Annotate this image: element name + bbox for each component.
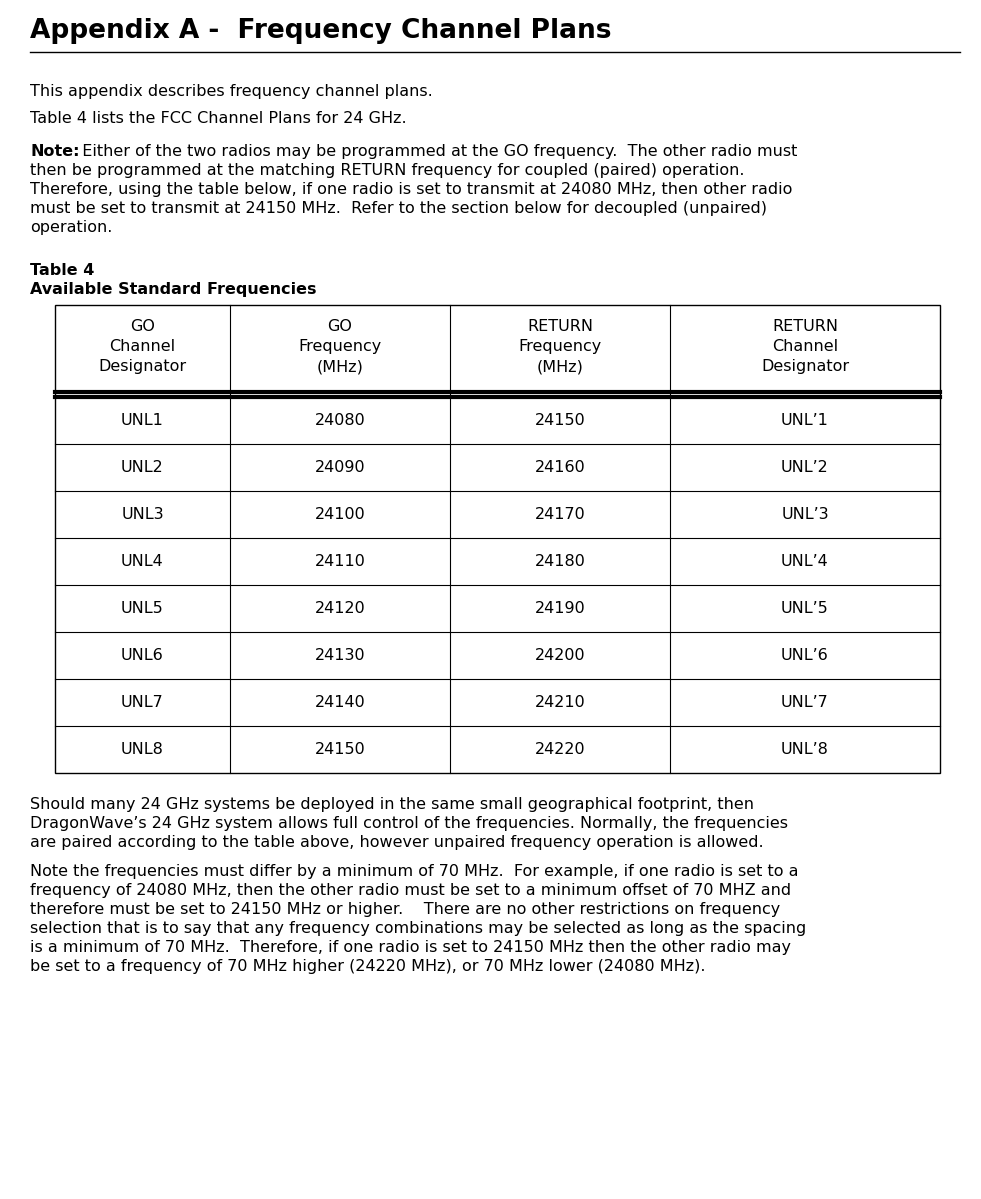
Text: Therefore, using the table below, if one radio is set to transmit at 24080 MHz, : Therefore, using the table below, if one… bbox=[30, 182, 793, 197]
Text: must be set to transmit at 24150 MHz.  Refer to the section below for decoupled : must be set to transmit at 24150 MHz. Re… bbox=[30, 201, 767, 216]
Text: 24120: 24120 bbox=[315, 601, 365, 616]
Text: UNL’5: UNL’5 bbox=[781, 601, 829, 616]
Text: UNL’8: UNL’8 bbox=[781, 742, 829, 757]
Text: UNL’1: UNL’1 bbox=[781, 412, 829, 428]
Text: Channel: Channel bbox=[110, 339, 176, 354]
Text: UNL’7: UNL’7 bbox=[781, 695, 829, 710]
Text: This appendix describes frequency channel plans.: This appendix describes frequency channe… bbox=[30, 84, 433, 100]
Text: therefore must be set to 24150 MHz or higher.    There are no other restrictions: therefore must be set to 24150 MHz or hi… bbox=[30, 902, 780, 917]
Text: UNL8: UNL8 bbox=[121, 742, 164, 757]
Text: 24150: 24150 bbox=[315, 742, 365, 757]
Text: (MHz): (MHz) bbox=[537, 359, 584, 374]
Text: frequency of 24080 MHz, then the other radio must be set to a minimum offset of : frequency of 24080 MHz, then the other r… bbox=[30, 882, 791, 898]
Text: Table 4: Table 4 bbox=[30, 263, 94, 278]
Text: Frequency: Frequency bbox=[298, 339, 382, 354]
Text: Appendix A -  Frequency Channel Plans: Appendix A - Frequency Channel Plans bbox=[30, 18, 611, 44]
Text: (MHz): (MHz) bbox=[317, 359, 363, 374]
Text: Frequency: Frequency bbox=[518, 339, 601, 354]
Text: Designator: Designator bbox=[761, 359, 850, 374]
Text: GO: GO bbox=[328, 319, 352, 335]
Text: 24220: 24220 bbox=[535, 742, 586, 757]
Text: UNL’4: UNL’4 bbox=[781, 554, 829, 570]
Text: UNL’2: UNL’2 bbox=[781, 460, 829, 475]
Bar bbox=[55, 305, 940, 773]
Text: 24210: 24210 bbox=[535, 695, 586, 710]
Text: Note the frequencies must differ by a minimum of 70 MHz.  For example, if one ra: Note the frequencies must differ by a mi… bbox=[30, 864, 799, 879]
Text: UNL4: UNL4 bbox=[121, 554, 164, 570]
Text: is a minimum of 70 MHz.  Therefore, if one radio is set to 24150 MHz then the ot: is a minimum of 70 MHz. Therefore, if on… bbox=[30, 940, 791, 954]
Text: Note:: Note: bbox=[30, 144, 79, 159]
Text: UNL’3: UNL’3 bbox=[781, 507, 829, 522]
Text: 24170: 24170 bbox=[535, 507, 586, 522]
Text: 24140: 24140 bbox=[315, 695, 365, 710]
Text: 24150: 24150 bbox=[535, 412, 586, 428]
Text: 24190: 24190 bbox=[535, 601, 586, 616]
Text: 24200: 24200 bbox=[535, 647, 586, 663]
Text: UNL1: UNL1 bbox=[121, 412, 164, 428]
Text: 24130: 24130 bbox=[315, 647, 365, 663]
Text: 24080: 24080 bbox=[315, 412, 365, 428]
Text: UNL3: UNL3 bbox=[122, 507, 164, 522]
Text: Table 4 lists the FCC Channel Plans for 24 GHz.: Table 4 lists the FCC Channel Plans for … bbox=[30, 112, 407, 126]
Text: selection that is to say that any frequency combinations may be selected as long: selection that is to say that any freque… bbox=[30, 921, 806, 936]
Text: 24100: 24100 bbox=[315, 507, 365, 522]
Text: Either of the two radios may be programmed at the GO frequency.  The other radio: Either of the two radios may be programm… bbox=[72, 144, 798, 159]
Text: GO: GO bbox=[130, 319, 155, 335]
Text: UNL6: UNL6 bbox=[121, 647, 164, 663]
Text: 24110: 24110 bbox=[315, 554, 366, 570]
Text: Channel: Channel bbox=[772, 339, 838, 354]
Text: UNL2: UNL2 bbox=[121, 460, 164, 475]
Text: UNL’6: UNL’6 bbox=[781, 647, 829, 663]
Text: Designator: Designator bbox=[98, 359, 186, 374]
Text: Available Standard Frequencies: Available Standard Frequencies bbox=[30, 282, 317, 297]
Text: operation.: operation. bbox=[30, 219, 113, 235]
Text: RETURN: RETURN bbox=[527, 319, 593, 335]
Text: 24090: 24090 bbox=[315, 460, 365, 475]
Text: RETURN: RETURN bbox=[772, 319, 838, 335]
Text: UNL7: UNL7 bbox=[121, 695, 164, 710]
Text: 24180: 24180 bbox=[535, 554, 586, 570]
Text: UNL5: UNL5 bbox=[121, 601, 164, 616]
Text: be set to a frequency of 70 MHz higher (24220 MHz), or 70 MHz lower (24080 MHz).: be set to a frequency of 70 MHz higher (… bbox=[30, 959, 705, 974]
Text: then be programmed at the matching RETURN frequency for coupled (paired) operati: then be programmed at the matching RETUR… bbox=[30, 163, 745, 177]
Text: DragonWave’s 24 GHz system allows full control of the frequencies. Normally, the: DragonWave’s 24 GHz system allows full c… bbox=[30, 817, 788, 831]
Text: are paired according to the table above, however unpaired frequency operation is: are paired according to the table above,… bbox=[30, 835, 763, 850]
Text: 24160: 24160 bbox=[535, 460, 586, 475]
Text: Should many 24 GHz systems be deployed in the same small geographical footprint,: Should many 24 GHz systems be deployed i… bbox=[30, 797, 754, 812]
